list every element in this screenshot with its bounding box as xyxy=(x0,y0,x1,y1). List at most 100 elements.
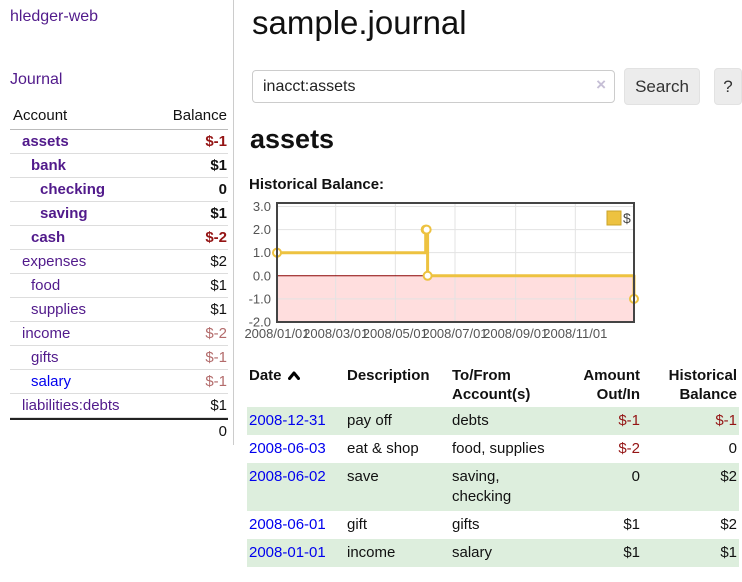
accounts-total-value: 0 xyxy=(218,423,227,440)
legend-swatch xyxy=(606,210,622,226)
transaction-description: gift xyxy=(347,516,368,533)
transaction-description: income xyxy=(347,544,396,561)
account-row: expenses $2 xyxy=(10,250,228,274)
account-link[interactable]: checking xyxy=(40,181,106,198)
account-row: bank $1 xyxy=(10,154,228,178)
account-link[interactable]: bank xyxy=(31,157,67,174)
register-column-header[interactable]: Date xyxy=(247,362,345,407)
register-column-header: Description xyxy=(347,367,430,384)
account-link[interactable]: gifts xyxy=(31,349,59,366)
transaction-amount: $1 xyxy=(623,516,640,533)
sidebar-item-journal[interactable]: Journal xyxy=(10,71,63,88)
account-balance: 0 xyxy=(218,181,227,198)
transaction-amount: 0 xyxy=(631,468,640,485)
transaction-date-link[interactable]: 2008-01-01 xyxy=(249,544,326,561)
y-axis-tick-label: -2.0 xyxy=(249,315,271,330)
x-axis-tick-label: 2008/03/01 xyxy=(303,326,368,341)
accounts-table: Account Balance assets $-1 bank $1 checking 0… xyxy=(10,104,228,442)
search-input[interactable] xyxy=(252,70,615,103)
account-row: gifts $-1 xyxy=(10,346,228,370)
account-balance: $-1 xyxy=(205,373,227,390)
transaction-accounts: gifts xyxy=(452,516,480,533)
account-balance: $-1 xyxy=(205,133,227,150)
account-link[interactable]: assets xyxy=(22,133,69,150)
account-link[interactable]: supplies xyxy=(31,301,87,318)
search-bar: × Search ? xyxy=(252,68,742,105)
accounts-total-row: 0 xyxy=(10,418,228,442)
y-axis-tick-label: 3.0 xyxy=(253,199,271,214)
account-row: saving $1 xyxy=(10,202,228,226)
app-brand-link[interactable]: hledger-web xyxy=(10,8,99,25)
sidebar: hledger-web Journal Account Balance asse… xyxy=(0,0,234,445)
account-row: liabilities:debts $1 xyxy=(10,394,228,418)
account-row: supplies $1 xyxy=(10,298,228,322)
transaction-accounts: salary xyxy=(452,544,493,561)
page-title: sample.journal xyxy=(252,4,467,41)
transaction-balance: $2 xyxy=(720,516,737,533)
account-balance: $-2 xyxy=(205,325,227,342)
account-link[interactable]: salary xyxy=(31,373,72,390)
transaction-row[interactable]: 2008-06-03 eat & shop food, supplies $-2 0 xyxy=(247,435,739,463)
sort-ascending-icon xyxy=(287,371,300,380)
account-balance: $-1 xyxy=(205,349,227,366)
transaction-date-link[interactable]: 2008-06-01 xyxy=(249,516,326,533)
transaction-date-link[interactable]: 2008-06-03 xyxy=(249,440,326,457)
register-table: Date Description To/From Account(s) Amount … xyxy=(247,362,739,567)
help-button[interactable]: ? xyxy=(714,68,742,105)
y-axis-tick-label: 0.0 xyxy=(253,268,271,283)
transaction-description: eat & shop xyxy=(347,440,419,457)
account-link[interactable]: income xyxy=(22,325,71,342)
transaction-row[interactable]: 2008-06-01 gift gifts $1 $2 xyxy=(247,511,739,539)
balance-column-header: Balance xyxy=(172,107,227,124)
account-row: salary $-1 xyxy=(10,370,228,394)
clear-search-icon[interactable]: × xyxy=(596,75,606,94)
data-point xyxy=(421,224,432,235)
transaction-balance: 0 xyxy=(728,440,737,457)
transaction-balance: $1 xyxy=(720,544,737,561)
x-axis-tick-label: 2008/07/01 xyxy=(422,326,487,341)
account-row: cash $-2 xyxy=(10,226,228,250)
register-column-header: To/From Account(s) xyxy=(452,367,531,403)
account-link[interactable]: expenses xyxy=(22,253,87,270)
transaction-date-link[interactable]: 2008-12-31 xyxy=(249,412,326,429)
transaction-amount: $1 xyxy=(623,544,640,561)
y-axis-tick-label: 1.0 xyxy=(253,245,271,260)
account-balance: $1 xyxy=(210,205,227,222)
legend-label: $ xyxy=(623,210,631,226)
account-balance: $1 xyxy=(210,277,227,294)
register-column-header: Amount Out/In xyxy=(583,367,640,403)
account-link[interactable]: liabilities:debts xyxy=(22,397,120,414)
account-row: income $-2 xyxy=(10,322,228,346)
search-button[interactable]: Search xyxy=(624,68,700,105)
account-link[interactable]: saving xyxy=(40,205,88,222)
transaction-accounts: debts xyxy=(452,412,489,429)
historical-balance-chart: $3.0 2.0 1.0 0.0 -1.0 -2.02008/01/012008/03/0… xyxy=(244,199,639,341)
account-column-header: Account xyxy=(13,107,68,124)
y-axis-tick-label: -1.0 xyxy=(249,291,271,306)
transaction-row[interactable]: 2008-06-02 save saving, checking 0 $2 xyxy=(247,463,739,511)
y-axis-tick-label: 2.0 xyxy=(253,222,271,237)
transaction-row[interactable]: 2008-01-01 income salary $1 $1 xyxy=(247,539,739,567)
transaction-accounts: saving, checking xyxy=(452,468,512,505)
transaction-description: pay off xyxy=(347,412,392,429)
account-heading: assets xyxy=(250,124,335,154)
accounts-table-header: Account Balance xyxy=(10,104,228,130)
account-link[interactable]: cash xyxy=(31,229,66,246)
chart-label: Historical Balance: xyxy=(249,176,385,193)
account-balance: $2 xyxy=(210,253,227,270)
transaction-balance: $-1 xyxy=(715,412,737,429)
account-balance: $1 xyxy=(210,157,227,174)
data-point xyxy=(422,270,433,281)
account-balance: $1 xyxy=(210,301,227,318)
register-column-header: Historical Balance xyxy=(668,367,737,403)
x-axis-tick-label: 2008/09/01 xyxy=(483,326,548,341)
x-axis-tick-label: 2008/01/01 xyxy=(244,326,309,341)
transaction-row[interactable]: 2008-12-31 pay off debts $-1 $-1 xyxy=(247,407,739,435)
plot-border xyxy=(276,202,635,323)
transaction-description: save xyxy=(347,468,379,485)
x-axis-tick-label: 2008/05/01 xyxy=(363,326,428,341)
transaction-date-link[interactable]: 2008-06-02 xyxy=(249,468,326,485)
x-axis-tick-label: 2008/11/01 xyxy=(543,326,607,341)
main-content: sample.journal × Search ? assets Histori… xyxy=(244,0,742,567)
account-link[interactable]: food xyxy=(31,277,61,294)
